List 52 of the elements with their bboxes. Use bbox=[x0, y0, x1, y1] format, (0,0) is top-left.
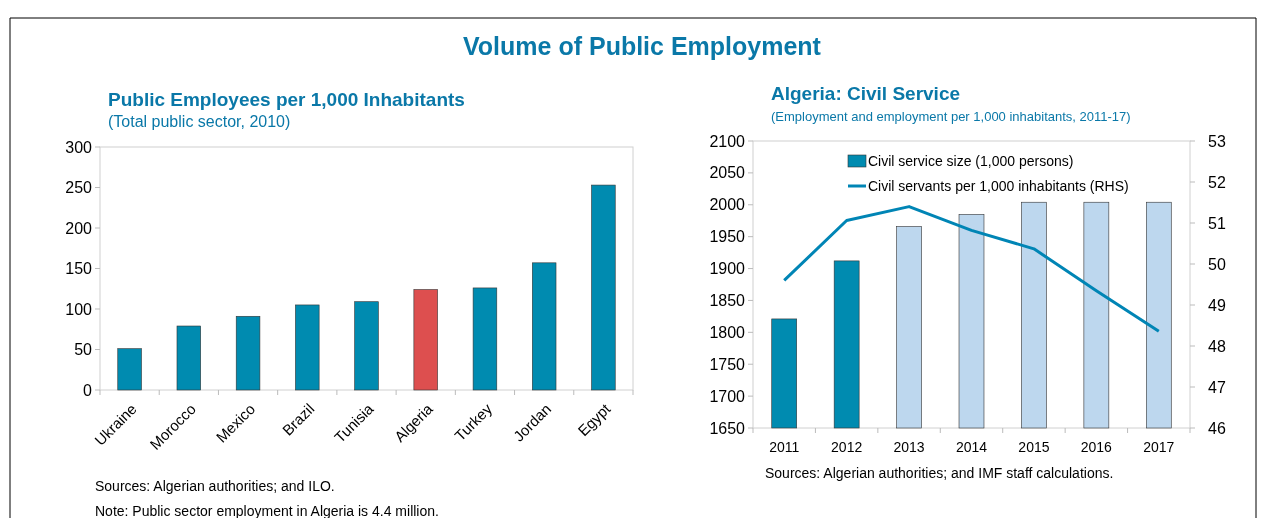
y-tick-label: 1950 bbox=[709, 228, 746, 246]
y2-tick-label: 50 bbox=[1208, 255, 1226, 273]
chart-subtitle: (Employment and employment per 1,000 inhabitants, 2011-17) bbox=[771, 109, 1131, 124]
line-series bbox=[782, 205, 1161, 333]
bar bbox=[295, 304, 320, 391]
y-tick-label: 1750 bbox=[709, 355, 746, 373]
y-tick-label: 2100 bbox=[709, 132, 746, 150]
legend-label: Civil servants per 1,000 inhabitants (RHS) bbox=[868, 177, 1129, 194]
y2-tick-label: 46 bbox=[1208, 419, 1226, 437]
text: Note: Public sector employment in Algeria is 4.4 million. bbox=[95, 503, 439, 519]
legend-label: Civil service size (1,000 persons) bbox=[868, 152, 1074, 169]
y-tick-label: 1800 bbox=[709, 323, 746, 341]
x-tick-label: 2013 bbox=[893, 439, 925, 455]
y-tick-label: 2000 bbox=[709, 196, 746, 214]
y-tick-label: 1900 bbox=[709, 260, 746, 278]
bar bbox=[235, 315, 261, 391]
x-tick-label: 2011 bbox=[769, 439, 800, 455]
bar bbox=[413, 289, 438, 391]
y-tick-label: 300 bbox=[65, 138, 93, 156]
y-tick-label: 2050 bbox=[709, 164, 746, 182]
y2-tick-label: 48 bbox=[1208, 337, 1226, 355]
y2-tick-label: 49 bbox=[1208, 296, 1226, 314]
y2-tick-label: 47 bbox=[1208, 378, 1226, 396]
y2-tick-label: 51 bbox=[1208, 214, 1226, 232]
y2-tick-label: 52 bbox=[1208, 173, 1226, 191]
text: Volume of Public Employment bbox=[463, 32, 822, 60]
x-tick-label: 2017 bbox=[1143, 439, 1175, 455]
x-tick-label: 2016 bbox=[1080, 439, 1113, 455]
y-tick-label: 250 bbox=[65, 179, 93, 197]
bar bbox=[354, 301, 379, 391]
x-tick-label: 2014 bbox=[955, 439, 988, 455]
bar bbox=[532, 262, 557, 391]
y-tick-label: 1700 bbox=[709, 387, 746, 405]
chart-subtitle: (Total public sector, 2010) bbox=[108, 113, 291, 130]
y-tick-label: 200 bbox=[65, 219, 93, 237]
bar bbox=[591, 184, 616, 391]
x-tick-label: 2015 bbox=[1018, 439, 1050, 455]
chart-title: Public Employees per 1,000 Inhabitants bbox=[108, 89, 465, 110]
y2-tick-label: 53 bbox=[1208, 132, 1226, 150]
chart-title: Algeria: Civil Service bbox=[771, 83, 961, 104]
bar bbox=[176, 325, 201, 391]
y-tick-label: 100 bbox=[65, 300, 93, 318]
source-note: Sources: Algerian authorities; and IMF staff calculations. bbox=[765, 465, 1114, 481]
y-tick-label: 50 bbox=[74, 341, 93, 359]
source-note: Sources: Algerian authorities; and ILO. bbox=[95, 478, 335, 494]
y-tick-label: 1850 bbox=[709, 292, 746, 310]
bar bbox=[472, 287, 498, 391]
y-tick-label: 150 bbox=[65, 260, 93, 278]
y-tick-label: 1650 bbox=[709, 419, 746, 437]
x-tick-label: 2012 bbox=[831, 439, 863, 455]
bar bbox=[117, 348, 142, 391]
y-tick-label: 0 bbox=[83, 381, 93, 399]
